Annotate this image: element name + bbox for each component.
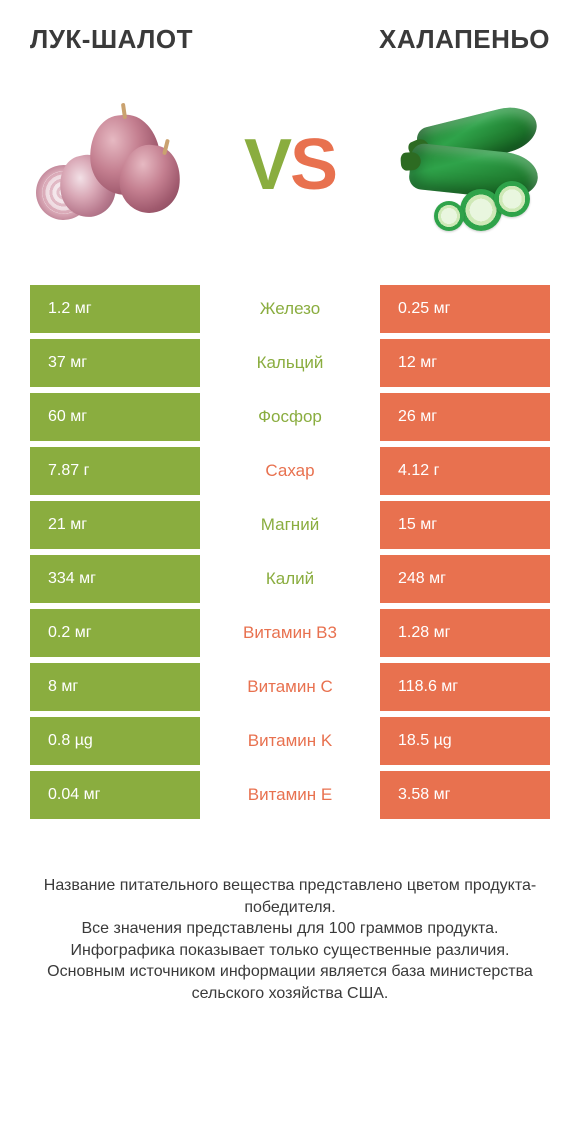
value-left: 8 мг (30, 663, 200, 711)
value-left: 37 мг (30, 339, 200, 387)
shallot-icon (30, 85, 190, 245)
table-row: 0.8 µgВитамин K18.5 µg (30, 717, 550, 765)
vs-s: S (290, 125, 336, 205)
footer-line: Название питательного вещества представл… (30, 875, 550, 918)
nutrient-label: Витамин B3 (200, 609, 380, 657)
value-left: 334 мг (30, 555, 200, 603)
product-image-right (390, 85, 550, 245)
value-right: 248 мг (380, 555, 550, 603)
table-row: 60 мгФосфор26 мг (30, 393, 550, 441)
nutrient-label: Сахар (200, 447, 380, 495)
value-right: 4.12 г (380, 447, 550, 495)
nutrient-label: Кальций (200, 339, 380, 387)
header: ЛУК-ШАЛОТ ХАЛАПЕНЬО (0, 0, 580, 65)
table-row: 334 мгКалий248 мг (30, 555, 550, 603)
jalapeno-icon (390, 85, 550, 245)
value-left: 0.8 µg (30, 717, 200, 765)
value-left: 1.2 мг (30, 285, 200, 333)
footer-line: Все значения представлены для 100 граммо… (30, 918, 550, 940)
value-right: 1.28 мг (380, 609, 550, 657)
value-right: 26 мг (380, 393, 550, 441)
value-left: 0.2 мг (30, 609, 200, 657)
comparison-table: 1.2 мгЖелезо0.25 мг 37 мгКальций12 мг 60 м… (0, 285, 580, 819)
value-right: 15 мг (380, 501, 550, 549)
nutrient-label: Витамин E (200, 771, 380, 819)
value-right: 0.25 мг (380, 285, 550, 333)
nutrient-label: Калий (200, 555, 380, 603)
table-row: 0.2 мгВитамин B31.28 мг (30, 609, 550, 657)
value-right: 18.5 µg (380, 717, 550, 765)
nutrient-label: Магний (200, 501, 380, 549)
nutrient-label: Витамин K (200, 717, 380, 765)
value-right: 3.58 мг (380, 771, 550, 819)
table-row: 21 мгМагний15 мг (30, 501, 550, 549)
value-left: 21 мг (30, 501, 200, 549)
title-left: ЛУК-ШАЛОТ (30, 24, 193, 55)
nutrient-label: Витамин C (200, 663, 380, 711)
table-row: 8 мгВитамин C118.6 мг (30, 663, 550, 711)
vs-v: V (244, 125, 290, 205)
footer-line: Инфографика показывает только существенн… (30, 940, 550, 962)
hero: VS (0, 65, 580, 285)
value-left: 7.87 г (30, 447, 200, 495)
nutrient-label: Железо (200, 285, 380, 333)
value-left: 60 мг (30, 393, 200, 441)
title-right: ХАЛАПЕНЬО (379, 24, 550, 55)
value-right: 12 мг (380, 339, 550, 387)
footer-note: Название питательного вещества представл… (0, 825, 580, 1005)
table-row: 7.87 гСахар4.12 г (30, 447, 550, 495)
footer-line: Основным источником информации является … (30, 961, 550, 1004)
vs-label: VS (244, 124, 336, 206)
nutrient-label: Фосфор (200, 393, 380, 441)
table-row: 0.04 мгВитамин E3.58 мг (30, 771, 550, 819)
table-row: 1.2 мгЖелезо0.25 мг (30, 285, 550, 333)
value-right: 118.6 мг (380, 663, 550, 711)
table-row: 37 мгКальций12 мг (30, 339, 550, 387)
value-left: 0.04 мг (30, 771, 200, 819)
product-image-left (30, 85, 190, 245)
